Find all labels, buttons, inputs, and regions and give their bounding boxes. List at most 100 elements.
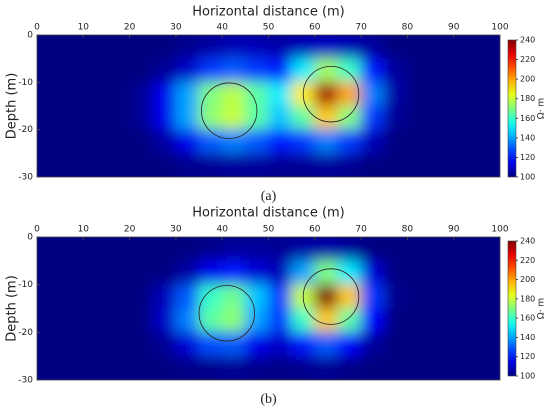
- cell: [314, 284, 339, 309]
- cell: [221, 152, 246, 177]
- cell: [268, 284, 293, 309]
- cell: [406, 355, 432, 380]
- cell: [360, 35, 385, 60]
- cell: [37, 260, 61, 286]
- cell: [59, 260, 84, 286]
- cell: [244, 331, 269, 357]
- y-tick-label: 0: [27, 233, 33, 243]
- x-tick-label: 80: [402, 23, 414, 33]
- cell: [82, 237, 107, 262]
- cell: [360, 129, 385, 154]
- cell: [244, 284, 269, 309]
- cell: [360, 260, 385, 286]
- y-axis-title: Depth (m): [5, 73, 20, 140]
- cell: [129, 35, 154, 60]
- cell: [37, 331, 61, 357]
- cell: [59, 152, 84, 177]
- cell: [291, 308, 316, 333]
- cell: [175, 35, 200, 60]
- x-tick-label: 10: [78, 225, 90, 235]
- cell: [291, 260, 316, 286]
- cell: [105, 260, 131, 286]
- cell: [430, 129, 455, 154]
- cell: [221, 355, 246, 380]
- cell: [268, 355, 293, 380]
- cell: [244, 58, 269, 83]
- x-tick-label: 20: [124, 225, 136, 235]
- x-tick-label: 50: [263, 23, 275, 33]
- y-tick-label: -30: [18, 376, 33, 386]
- x-tick-label: 90: [448, 23, 460, 33]
- cell: [314, 331, 339, 357]
- cell: [383, 237, 408, 262]
- cell: [82, 58, 107, 83]
- cell: [152, 331, 177, 357]
- colorbar-tick-label: 140: [520, 333, 535, 342]
- cell: [337, 105, 362, 131]
- anomaly-outline: [198, 285, 256, 342]
- cell: [383, 308, 408, 333]
- heatmap: [37, 237, 500, 380]
- colorbar-tick-label: 100: [520, 372, 535, 381]
- cell: [82, 308, 107, 333]
- cell: [175, 284, 200, 309]
- colorbar-tick-label: 180: [520, 294, 535, 303]
- cell: [82, 35, 107, 60]
- cell: [476, 81, 500, 107]
- cell: [476, 129, 500, 154]
- cell: [360, 81, 385, 107]
- cell: [175, 58, 200, 83]
- colorbar-tick-label: 160: [520, 114, 535, 123]
- cell: [244, 237, 269, 262]
- cell: [37, 237, 61, 262]
- cell: [360, 105, 385, 131]
- cell: [430, 331, 455, 357]
- x-tick-label: 0: [34, 23, 40, 33]
- cell: [37, 152, 61, 177]
- cell: [105, 152, 131, 177]
- cell: [337, 129, 362, 154]
- cell: [221, 58, 246, 83]
- cell: [152, 284, 177, 309]
- cell: [198, 129, 223, 154]
- y-axis-title: Depth (m): [5, 275, 20, 342]
- cell: [59, 355, 84, 380]
- cell: [360, 237, 385, 262]
- cell: [291, 58, 316, 83]
- cell: [268, 308, 293, 333]
- cell: [337, 81, 362, 107]
- cell: [476, 152, 500, 177]
- cell: [175, 152, 200, 177]
- cell: [291, 355, 316, 380]
- cell: [476, 58, 500, 83]
- cell: [59, 58, 84, 83]
- cell: [152, 129, 177, 154]
- cell: [453, 260, 478, 286]
- cell: [82, 81, 107, 107]
- cell: [37, 129, 61, 154]
- cell: [430, 284, 455, 309]
- cell: [406, 35, 432, 60]
- heatmap-cells: [37, 35, 500, 177]
- cell: [37, 355, 61, 380]
- cell: [37, 35, 61, 60]
- cell: [175, 331, 200, 357]
- cell: [291, 237, 316, 262]
- cell: [59, 308, 84, 333]
- cell: [430, 81, 455, 107]
- cell: [383, 35, 408, 60]
- cell: [383, 260, 408, 286]
- cell: [314, 105, 339, 131]
- cell: [383, 129, 408, 154]
- cell: [37, 308, 61, 333]
- cell: [453, 152, 478, 177]
- cell: [198, 237, 223, 262]
- cell: [406, 308, 432, 333]
- cell: [105, 129, 131, 154]
- x-tick-label: 80: [402, 225, 414, 235]
- cell: [291, 152, 316, 177]
- cell: [105, 81, 131, 107]
- cell: [268, 237, 293, 262]
- cell: [430, 58, 455, 83]
